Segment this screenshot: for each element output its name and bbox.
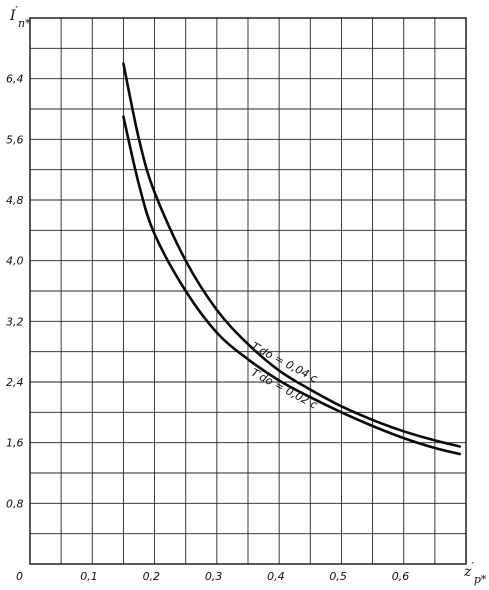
y-axis-title-main: I [9, 8, 16, 24]
y-tick-label: 3,2 [6, 315, 24, 328]
x-tick-label: 0 [16, 570, 23, 583]
series-line-1 [122, 62, 462, 448]
series-layer [122, 62, 462, 456]
x-axis-title: z′р* [463, 560, 487, 586]
series-line-2 [122, 115, 462, 456]
y-axis-title-sub: п* [18, 17, 31, 30]
y-axis-title: I′п* [9, 4, 31, 30]
x-axis-title-sub: р* [474, 573, 487, 586]
y-tick-label: 2,4 [6, 376, 24, 389]
y-tick-label: 1,6 [6, 437, 24, 450]
grid [30, 18, 466, 564]
plot-frame [29, 17, 467, 565]
x-axis-title-main: z [463, 564, 472, 580]
x-tick-label: 0,4 [267, 570, 285, 583]
y-tick-label: 4,8 [6, 194, 24, 207]
plot-border [29, 17, 467, 565]
x-tick-label: 0,2 [143, 570, 161, 583]
y-tick-label: 4,0 [6, 255, 24, 268]
x-tick-label: 0,5 [329, 570, 347, 583]
y-tick-label: 5,6 [6, 133, 24, 146]
y-axis-title-prime: ′ [16, 4, 19, 17]
y-tick-label: 0,8 [6, 497, 24, 510]
tick-labels: 0 0,1 0,2 0,3 0,4 0,5 0,6 0,8 1,6 2,4 3,2 4,0 4,8 5,6… [6, 73, 409, 583]
y-tick-label: 6,4 [6, 73, 24, 86]
x-tick-label: 0,1 [80, 570, 98, 583]
x-tick-label: 0,6 [392, 570, 410, 583]
x-tick-label: 0,3 [205, 570, 223, 583]
x-axis-title-prime: ′ [471, 560, 474, 573]
